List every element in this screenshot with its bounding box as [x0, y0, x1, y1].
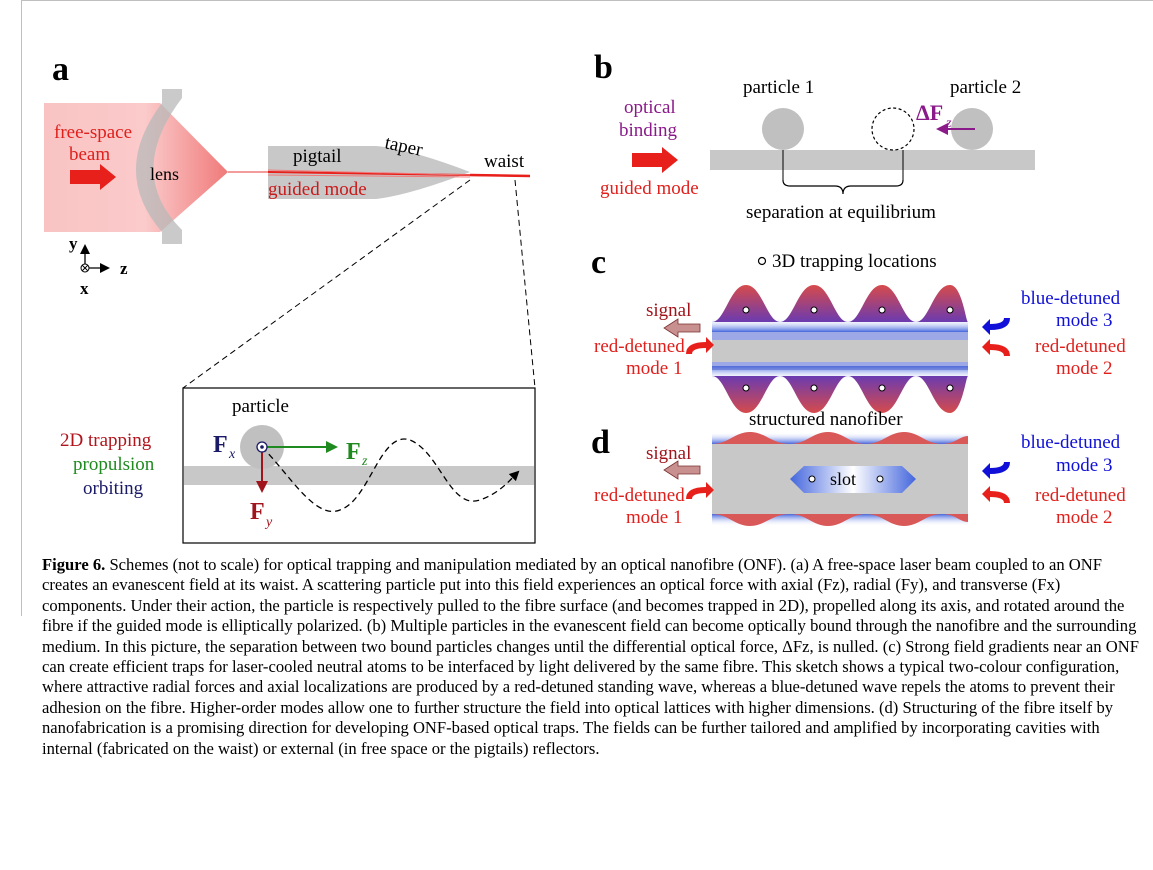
d-signal-arrow-icon [663, 460, 701, 480]
slot-region [790, 466, 916, 493]
c-red-standing-wave-bottom [712, 376, 968, 413]
d-mode-1-label: mode 1 [626, 507, 682, 528]
beam-label: beam [69, 144, 110, 165]
axis-z-label: z [120, 259, 128, 278]
particle-1 [762, 108, 804, 150]
inset-nanofibre [184, 466, 534, 485]
d-red-detuned-label: red-detuned [594, 485, 685, 506]
panel-d-label: d [591, 424, 610, 461]
waist-label: waist [484, 151, 525, 172]
c-signal-label: signal [646, 300, 691, 321]
fx-symbol: F [213, 432, 228, 458]
figure-label: Figure 6. [42, 555, 106, 574]
beam-arrow-icon [70, 164, 116, 190]
free-space-label: free-space [54, 122, 132, 143]
d-mode-2-arrow-icon [982, 486, 1010, 503]
structured-nanofiber-label: structured nanofiber [749, 409, 903, 430]
d-mode-3-label: mode 3 [1056, 455, 1112, 476]
d-mode-1-arrow-icon [686, 482, 714, 499]
particle-2-label: particle 2 [950, 77, 1021, 98]
trapping-2d-label: 2D trapping [60, 430, 152, 451]
slot-label: slot [830, 469, 856, 489]
d-mode-3-arrow-icon [982, 462, 1010, 479]
b-guided-mode-label: guided mode [600, 178, 699, 199]
c-red-detuned-label: red-detuned [594, 336, 685, 357]
binding-label: binding [619, 120, 678, 141]
d-signal-label: signal [646, 443, 691, 464]
c-red-detuned-2-label: red-detuned [1035, 336, 1126, 357]
axis-y-label: y [69, 234, 78, 253]
orbiting-label: orbiting [83, 478, 144, 499]
c-mode-3-label: mode 3 [1056, 310, 1112, 331]
particle-inset-box [182, 387, 536, 544]
waist-fibre [469, 173, 531, 178]
c-red-standing-wave-top [712, 285, 968, 322]
d-mode-2-label: mode 2 [1056, 507, 1112, 528]
lens-shape [136, 89, 182, 244]
c-blue-detuned-label: blue-detuned [1021, 288, 1121, 309]
fz-symbol: F [346, 439, 361, 465]
particle-label: particle [232, 396, 289, 417]
c-mode-1-label: mode 1 [626, 358, 682, 379]
c-trap-sites [742, 306, 954, 392]
d-red-wave-bottom [712, 514, 968, 526]
fx-subscript: x [228, 447, 236, 462]
separation-label: separation at equilibrium [746, 202, 936, 223]
figure-frame-top [21, 0, 1153, 1]
axis-x-label: x [80, 279, 89, 298]
fz-subscript: z [361, 454, 368, 469]
particle-1-label: particle 1 [743, 77, 814, 98]
c-mode-2-label: mode 2 [1056, 358, 1112, 379]
equilibrium-position [871, 107, 915, 151]
figure-caption: Figure 6. Schemes (not to scale) for opt… [42, 555, 1142, 759]
optical-label: optical [624, 97, 676, 118]
c-mode-3-arrow-icon [982, 318, 1010, 335]
free-space-beam [44, 103, 228, 232]
b-nanofibre [710, 150, 1035, 170]
panel-c-label: c [591, 244, 606, 281]
fy-subscript: y [264, 515, 273, 530]
caption-text: Schemes (not to scale) for optical trapp… [42, 555, 1139, 758]
lens-label: lens [150, 164, 179, 184]
guided-mode-label: guided mode [268, 179, 367, 200]
guided-mode-arrow-icon [632, 147, 678, 173]
delta-f-subscript: z [945, 116, 952, 131]
c-signal-arrow-icon [663, 318, 701, 338]
d-red-detuned-2-label: red-detuned [1035, 485, 1126, 506]
trapping-locations-label: 3D trapping locations [772, 251, 937, 272]
figure-6-schematic: a lens free-space beam pigtail taper wai… [44, 49, 1126, 544]
d-trap-site-left [808, 475, 816, 483]
d-trap-site-right [876, 475, 884, 483]
panel-b-label: b [594, 49, 613, 86]
d-blue-detuned-label: blue-detuned [1021, 432, 1121, 453]
fy-symbol: F [250, 499, 265, 525]
c-nanofibre [712, 340, 968, 362]
d-red-wave-top [712, 432, 968, 444]
pigtail-label: pigtail [293, 146, 342, 167]
orbit-trajectory [261, 438, 520, 513]
propulsion-label: propulsion [73, 454, 155, 475]
trapping-location-legend-icon [757, 256, 767, 266]
separation-brace [782, 179, 904, 195]
figure-frame-left [21, 0, 22, 616]
panel-a-label: a [52, 51, 69, 88]
c-mode-2-arrow-icon [982, 339, 1010, 356]
c-mode-1-arrow-icon [686, 337, 714, 354]
delta-f-symbol: ΔF [916, 100, 943, 125]
